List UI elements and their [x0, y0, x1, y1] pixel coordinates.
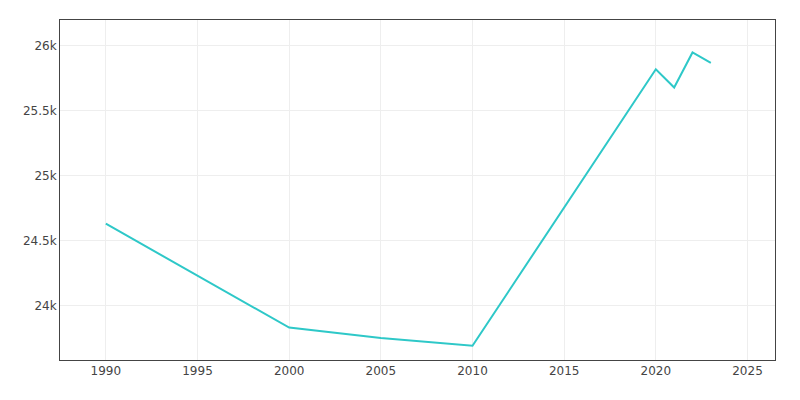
svg-text:1990: 1990: [91, 364, 122, 378]
svg-text:2025: 2025: [732, 364, 763, 378]
svg-text:24k: 24k: [34, 299, 56, 313]
svg-text:2000: 2000: [274, 364, 305, 378]
svg-text:2005: 2005: [366, 364, 397, 378]
svg-text:24.5k: 24.5k: [23, 234, 57, 248]
svg-text:2020: 2020: [641, 364, 672, 378]
svg-text:1995: 1995: [182, 364, 213, 378]
svg-text:2010: 2010: [457, 364, 488, 378]
svg-text:26k: 26k: [34, 39, 56, 53]
svg-text:2015: 2015: [549, 364, 580, 378]
svg-text:25.5k: 25.5k: [23, 104, 57, 118]
svg-text:25k: 25k: [34, 169, 56, 183]
